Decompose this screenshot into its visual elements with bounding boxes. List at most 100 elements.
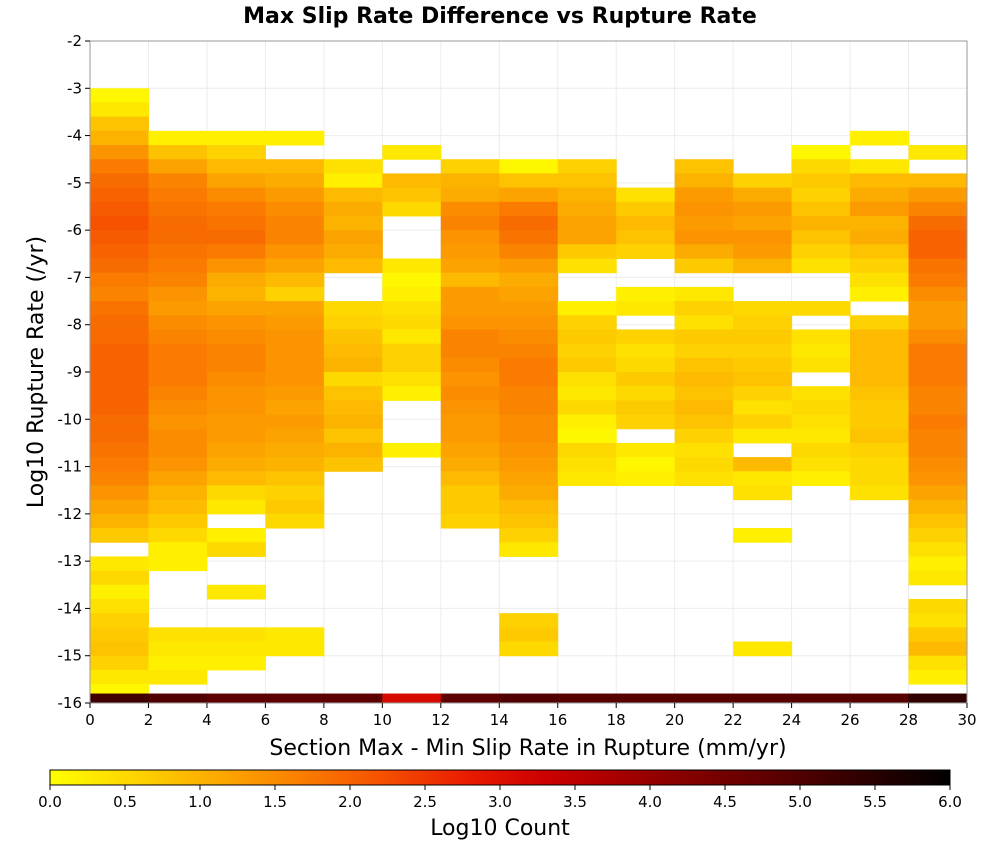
heatmap-cell [148, 301, 208, 316]
heatmap-cell [791, 201, 851, 217]
heatmap-cell [323, 386, 383, 401]
heatmap-cell [265, 386, 325, 401]
heatmap-cell [791, 145, 851, 160]
heatmap-cell [674, 173, 734, 189]
heatmap-cell [148, 499, 208, 515]
colorbar-tick-label: 1.0 [188, 793, 212, 811]
heatmap-cells [90, 88, 968, 704]
x-tick-label: 30 [957, 711, 976, 729]
heatmap-cell [148, 641, 208, 657]
heatmap-cell [206, 693, 266, 704]
heatmap-cell [733, 258, 793, 274]
colorbar-tick-label: 1.5 [263, 793, 287, 811]
heatmap-cell [323, 258, 383, 274]
heatmap-cell [90, 655, 149, 671]
x-tick-label: 6 [261, 711, 271, 729]
heatmap-cell [499, 513, 559, 529]
colorbar-tick-label: 2.0 [338, 793, 362, 811]
heatmap-cell [908, 357, 968, 373]
x-axis-ticks: 0 2 4 6 8 10 12 14 16 18 20 22 24 26 28 30 [85, 703, 977, 729]
heatmap-cell [90, 315, 149, 330]
heatmap-cell [206, 329, 266, 345]
heatmap-cell [557, 372, 617, 387]
heatmap-cell [440, 201, 500, 217]
heatmap-cell [908, 641, 968, 657]
heatmap-cell [148, 542, 208, 557]
heatmap-cell [148, 329, 208, 345]
heatmap-cell [908, 414, 968, 430]
heatmap-cell [148, 669, 208, 685]
heatmap-cell [323, 315, 383, 330]
heatmap-cell [499, 315, 559, 330]
heatmap-cell [674, 693, 734, 704]
heatmap-cell [265, 428, 325, 444]
heatmap-cell [674, 244, 734, 260]
x-tick-label: 2 [144, 711, 154, 729]
heatmap-cell [850, 230, 910, 245]
heatmap-cell [440, 471, 500, 486]
heatmap-cell [440, 159, 500, 174]
heatmap-cell [206, 230, 266, 245]
heatmap-cell [265, 230, 325, 245]
heatmap-cell [557, 159, 617, 174]
y-tick-label: -12 [58, 505, 83, 523]
heatmap-cell [382, 145, 442, 160]
y-tick-label: -10 [58, 410, 83, 428]
heatmap-cell [733, 215, 793, 231]
heatmap-cell [323, 357, 383, 373]
colorbar-ticks: 0.0 0.5 1.0 1.5 2.0 2.5 3.0 3.5 4.0 4.5 5.0 5.5 6.0 [38, 785, 962, 811]
heatmap-cell [791, 159, 851, 174]
heatmap-cell [674, 428, 734, 444]
heatmap-cell [674, 357, 734, 373]
heatmap-cell [733, 414, 793, 430]
heatmap-cell [382, 372, 442, 387]
heatmap-cell [323, 343, 383, 359]
heatmap-cell [265, 244, 325, 260]
heatmap-cell [674, 442, 734, 458]
heatmap-cell [908, 513, 968, 529]
heatmap-cell [90, 230, 149, 245]
y-tick-label: -13 [58, 552, 83, 570]
heatmap-cell [616, 329, 676, 345]
heatmap-cell [90, 215, 149, 231]
heatmap-cell [733, 343, 793, 359]
colorbar-tick-label: 6.0 [938, 793, 962, 811]
heatmap-cell [908, 457, 968, 472]
heatmap-cell [616, 230, 676, 245]
heatmap-cell [791, 329, 851, 345]
heatmap-cell [90, 159, 149, 174]
heatmap-cell [791, 173, 851, 189]
colorbar-tick-label: 3.5 [563, 793, 587, 811]
heatmap-cell [148, 693, 208, 704]
heatmap-cell [148, 442, 208, 458]
heatmap-cell [265, 400, 325, 416]
heatmap-cell [90, 286, 149, 302]
heatmap-cell [733, 357, 793, 373]
heatmap-cell [674, 414, 734, 430]
heatmap-cell [265, 173, 325, 189]
heatmap-cell [206, 584, 266, 600]
heatmap-cell [206, 528, 266, 543]
heatmap-cell [440, 301, 500, 316]
heatmap-cell [733, 457, 793, 472]
colorbar-tick-label: 3.0 [488, 793, 512, 811]
heatmap-cell [265, 329, 325, 345]
heatmap-cell [674, 315, 734, 330]
heatmap-cell [148, 655, 208, 671]
heatmap-cell [382, 173, 442, 189]
heatmap-cell [908, 655, 968, 671]
heatmap-cell [265, 471, 325, 486]
heatmap-cell [323, 230, 383, 245]
heatmap-cell [90, 693, 149, 704]
heatmap-cell [265, 343, 325, 359]
heatmap-cell [499, 173, 559, 189]
heatmap-cell [616, 244, 676, 260]
heatmap-cell [674, 343, 734, 359]
heatmap-cell [90, 457, 149, 472]
heatmap-cell [908, 386, 968, 401]
heatmap-cell [206, 442, 266, 458]
heatmap-cell [499, 258, 559, 274]
heatmap-cell [557, 357, 617, 373]
heatmap-cell [616, 442, 676, 458]
heatmap-cell [791, 343, 851, 359]
